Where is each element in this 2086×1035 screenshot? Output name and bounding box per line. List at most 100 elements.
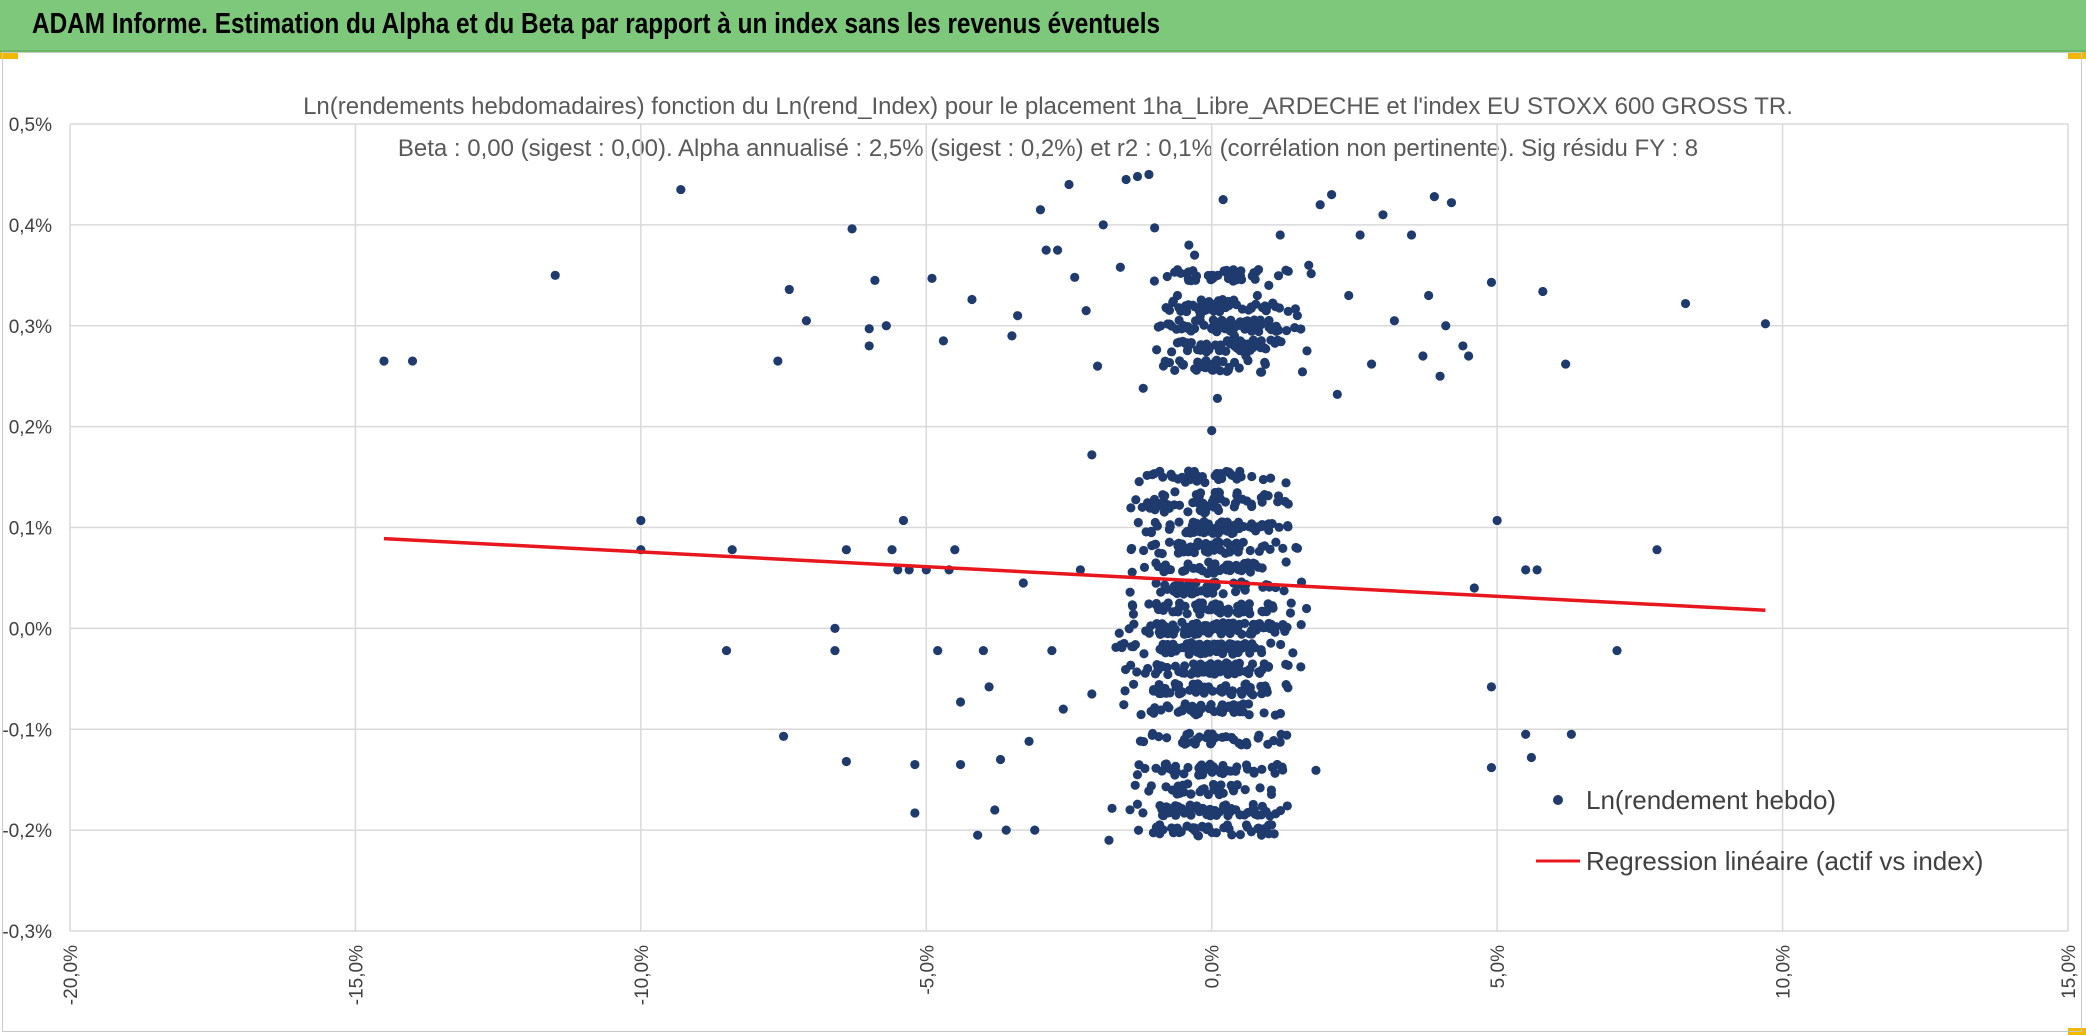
data-point bbox=[1144, 169, 1154, 180]
data-point bbox=[1120, 664, 1131, 675]
data-point bbox=[1280, 626, 1290, 636]
data-point bbox=[1175, 782, 1185, 792]
data-point bbox=[967, 294, 977, 305]
data-point bbox=[1169, 586, 1179, 596]
data-point bbox=[1311, 765, 1321, 775]
data-point bbox=[1272, 759, 1282, 770]
data-point bbox=[1344, 290, 1354, 301]
data-point bbox=[1458, 341, 1468, 351]
data-point bbox=[1224, 805, 1234, 815]
data-point bbox=[1156, 705, 1166, 715]
data-point bbox=[727, 545, 737, 555]
data-point bbox=[1254, 730, 1264, 740]
data-point bbox=[1220, 625, 1230, 635]
data-point bbox=[1265, 624, 1276, 634]
data-point bbox=[1304, 260, 1314, 270]
data-point bbox=[676, 184, 686, 195]
data-point bbox=[1157, 662, 1167, 672]
data-point bbox=[1446, 198, 1457, 208]
data-point bbox=[1149, 540, 1159, 550]
data-point bbox=[1183, 762, 1193, 773]
data-point bbox=[1064, 179, 1074, 190]
data-point bbox=[1274, 522, 1284, 532]
data-point bbox=[1283, 306, 1293, 316]
data-point bbox=[1250, 809, 1260, 819]
data-point bbox=[1149, 684, 1159, 695]
data-point bbox=[1218, 195, 1228, 205]
data-point bbox=[1215, 471, 1225, 481]
legend-marker-scatter bbox=[1553, 795, 1563, 805]
x-tick-label: 10,0% bbox=[1774, 945, 1795, 999]
data-point bbox=[1760, 319, 1771, 329]
data-point bbox=[955, 697, 966, 707]
data-point bbox=[1230, 498, 1241, 508]
data-point bbox=[1225, 565, 1235, 576]
data-point bbox=[955, 759, 966, 770]
data-point bbox=[1018, 578, 1028, 588]
data-point bbox=[1286, 598, 1296, 608]
data-point bbox=[1258, 474, 1268, 485]
data-point bbox=[1190, 629, 1200, 639]
data-point bbox=[1153, 322, 1163, 332]
data-point bbox=[1160, 560, 1171, 570]
data-point bbox=[1233, 547, 1243, 557]
data-point bbox=[1170, 365, 1180, 375]
data-point bbox=[1210, 732, 1221, 743]
data-point bbox=[1188, 517, 1198, 527]
data-point bbox=[1486, 682, 1497, 692]
data-point bbox=[1185, 800, 1195, 810]
data-point bbox=[898, 515, 909, 526]
data-point bbox=[1246, 499, 1257, 509]
data-point bbox=[893, 565, 903, 575]
data-point bbox=[1238, 707, 1248, 717]
data-point bbox=[1218, 589, 1228, 599]
data-point bbox=[1161, 602, 1171, 612]
data-point bbox=[1120, 686, 1130, 696]
data-point bbox=[1355, 230, 1365, 240]
data-point bbox=[1193, 563, 1204, 574]
data-point bbox=[1107, 803, 1117, 813]
data-point bbox=[1264, 315, 1274, 326]
data-point bbox=[721, 645, 732, 656]
data-point bbox=[1266, 335, 1276, 345]
data-point bbox=[1125, 805, 1135, 815]
data-point bbox=[1024, 736, 1034, 746]
data-point bbox=[1176, 827, 1186, 837]
data-point bbox=[1128, 601, 1138, 611]
data-point bbox=[1149, 276, 1159, 286]
data-point bbox=[1139, 649, 1149, 659]
data-point bbox=[1264, 525, 1274, 536]
data-point bbox=[1198, 498, 1208, 508]
data-point bbox=[1174, 517, 1184, 527]
data-point bbox=[1127, 543, 1137, 554]
data-point bbox=[1052, 245, 1063, 255]
data-point bbox=[1188, 823, 1198, 833]
data-point bbox=[1220, 497, 1231, 507]
data-point bbox=[1190, 364, 1200, 374]
data-point bbox=[1273, 271, 1284, 281]
data-point bbox=[841, 756, 851, 767]
data-point bbox=[1184, 728, 1195, 738]
data-point bbox=[1175, 579, 1185, 589]
data-point bbox=[1249, 315, 1259, 325]
data-point bbox=[1255, 783, 1265, 793]
data-point bbox=[1173, 539, 1183, 549]
data-point bbox=[1206, 605, 1216, 615]
data-point bbox=[1296, 662, 1306, 672]
data-point bbox=[1144, 599, 1154, 609]
data-point bbox=[1266, 785, 1277, 795]
data-point bbox=[881, 321, 891, 331]
data-point bbox=[801, 316, 812, 326]
legend: Ln(rendement hebdo) Regression linéaire … bbox=[1536, 785, 1983, 876]
data-point bbox=[1226, 315, 1236, 325]
data-point bbox=[1183, 300, 1194, 310]
data-point bbox=[1238, 537, 1248, 547]
data-point bbox=[1007, 331, 1017, 341]
data-point bbox=[1124, 624, 1134, 634]
data-point bbox=[784, 284, 794, 295]
data-point bbox=[1176, 268, 1186, 279]
axis-ticks: -0,3% -0,2% -0,1% 0,0% 0,1% 0,2% 0,3% 0,4% 0,5% -… bbox=[2, 115, 2080, 1005]
data-point bbox=[1188, 498, 1198, 508]
data-point bbox=[1276, 639, 1286, 650]
data-point bbox=[1240, 785, 1250, 795]
